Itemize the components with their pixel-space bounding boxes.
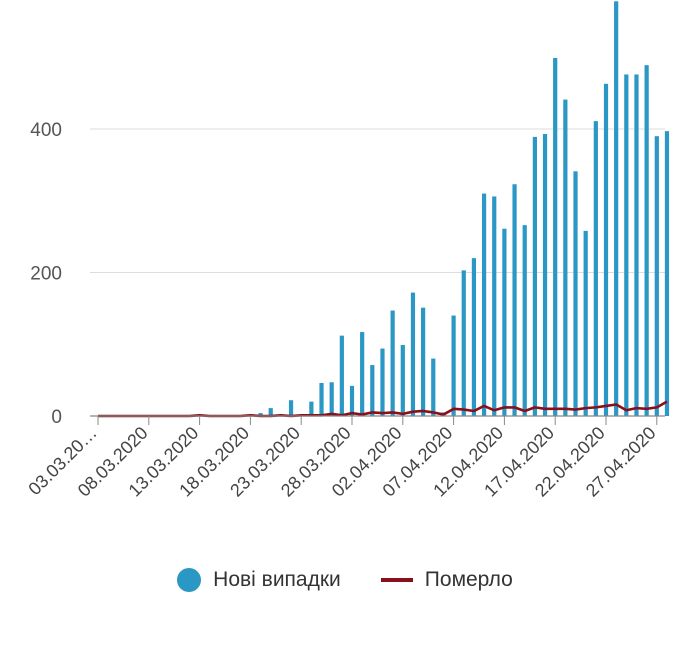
bar-15.04.2020 [532,136,537,416]
bar-04.04.2020 [421,307,426,416]
bar-28.03.2020 [349,385,355,416]
bar-08.04.2020 [461,270,466,416]
bar-27.03.2020 [339,335,344,416]
bar-24.03.2020 [309,401,314,416]
bar-13.04.2020 [512,184,517,416]
bar-21.04.2020 [593,121,598,417]
bar-02.04.2020 [400,344,405,416]
bar-07.04.2020 [451,315,456,416]
bar-05.04.2020 [431,358,436,416]
bar-29.03.2020 [360,332,365,416]
bar-20.03.2020 [268,408,273,416]
bar-01.04.2020 [390,310,395,416]
y-tick-label-200: 200 [30,264,62,285]
legend-marker-new-cases [177,568,202,592]
legend-item-new-cases[interactable]: Нові випадки [177,568,341,592]
axis-layer: 020040003.03.20…08.03.202013.03.202018.0… [24,120,665,501]
bar-18.04.2020 [563,99,568,417]
bar-19.04.2020 [573,171,578,416]
bar-22.04.2020 [603,83,609,417]
legend: Нові випадки Померло [0,568,690,592]
bar-24.04.2020 [624,74,629,416]
y-tick-label-400: 400 [30,120,62,141]
legend-label-deaths: Померло [424,568,513,591]
grid-layer [90,128,665,273]
bar-30.03.2020 [370,365,375,416]
bar-11.04.2020 [492,196,497,416]
bar-28.04.2020 [664,131,670,416]
bar-20.04.2020 [583,230,588,416]
bar-23.04.2020 [614,1,619,416]
bar-10.04.2020 [481,193,487,416]
y-tick-label-0: 0 [51,407,62,428]
chart-svg: 020040003.03.20…08.03.202013.03.202018.0… [24,1,670,501]
bar-09.04.2020 [471,258,477,416]
bar-26.03.2020 [329,382,334,416]
bar-27.04.2020 [654,136,659,417]
bar-03.04.2020 [410,292,416,416]
bar-25.03.2020 [319,382,324,416]
bar-12.04.2020 [502,228,507,416]
bar-17.04.2020 [553,57,558,416]
legend-item-deaths[interactable]: Померло [380,568,513,592]
bar-16.04.2020 [542,134,548,416]
bar-26.04.2020 [644,65,649,416]
bar-layer [248,1,670,417]
bar-25.04.2020 [634,74,639,416]
bar-19.03.2020 [258,413,263,416]
bar-22.03.2020 [288,400,294,416]
legend-marker-deaths [380,578,413,582]
bar-14.04.2020 [522,225,527,416]
bar-31.03.2020 [380,348,385,416]
legend-label-new-cases: Нові випадки [213,568,341,591]
